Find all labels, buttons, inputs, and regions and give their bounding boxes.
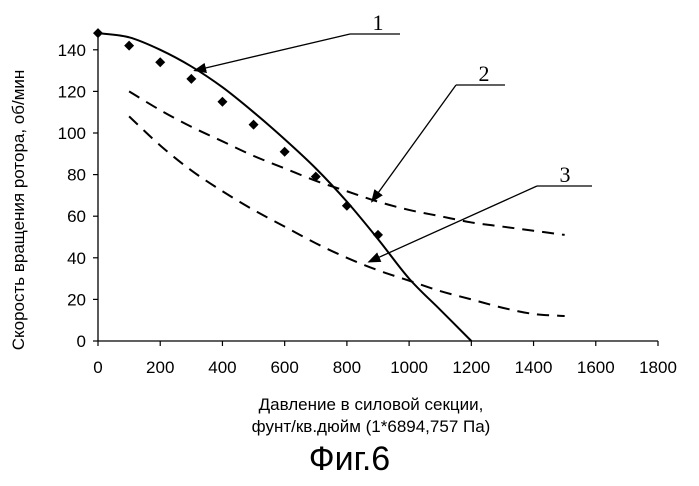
y-tick-label: 60 — [67, 207, 86, 226]
curve-3-line — [129, 116, 565, 316]
x-tick-label: 200 — [146, 358, 174, 377]
callout-label-3: 3 — [560, 162, 571, 187]
axes: 0 200 400 600 800 1000 1200 1400 1600 1800 0 20 40 60… — [58, 29, 677, 377]
x-tick-label: 1800 — [639, 358, 677, 377]
diamond-marker — [249, 120, 259, 130]
y-tick-label: 100 — [58, 124, 86, 143]
curve-2-line — [129, 91, 565, 235]
callouts: 1 2 3 — [194, 10, 592, 262]
x-axis-title-line1: Давление в силовой секции, — [259, 395, 484, 414]
diamond-marker — [93, 28, 103, 38]
y-tick-label: 80 — [67, 166, 86, 185]
y-tick-label: 40 — [67, 249, 86, 268]
x-tick-label: 800 — [333, 358, 361, 377]
y-tick-label: 20 — [67, 290, 86, 309]
diamond-marker — [342, 201, 352, 211]
chart-svg: 0 200 400 600 800 1000 1200 1400 1600 1800 0 20 40 60… — [0, 0, 699, 440]
diamond-marker — [124, 41, 134, 51]
x-tick-label: 600 — [270, 358, 298, 377]
y-tick-label: 120 — [58, 82, 86, 101]
callout-arrow — [369, 186, 537, 262]
y-tick-label: 0 — [77, 332, 86, 351]
x-tick-label: 1200 — [452, 358, 490, 377]
y-axis-title: Скорость вращения ротора, об/мин — [9, 70, 28, 351]
curve-1-line — [98, 33, 471, 341]
diamond-marker — [373, 230, 383, 240]
callout-label-2: 2 — [479, 61, 490, 86]
figure-caption: Фиг.6 — [0, 440, 699, 479]
callout-arrow — [194, 34, 350, 71]
y-tick-label: 140 — [58, 41, 86, 60]
x-tick-label: 1400 — [515, 358, 553, 377]
diamond-marker — [155, 57, 165, 67]
x-tick-label: 1000 — [390, 358, 428, 377]
x-axis-title-line2: фунт/кв.дюйм (1*6894,757 Па) — [252, 417, 491, 436]
callout-arrow — [372, 85, 456, 202]
callout-label-1: 1 — [373, 10, 384, 35]
x-tick-label: 400 — [208, 358, 236, 377]
diamond-marker — [217, 97, 227, 107]
diamond-marker — [280, 147, 290, 157]
x-tick-label: 0 — [93, 358, 102, 377]
x-tick-label: 1600 — [577, 358, 615, 377]
diamond-marker — [186, 74, 196, 84]
series-group — [93, 28, 565, 341]
